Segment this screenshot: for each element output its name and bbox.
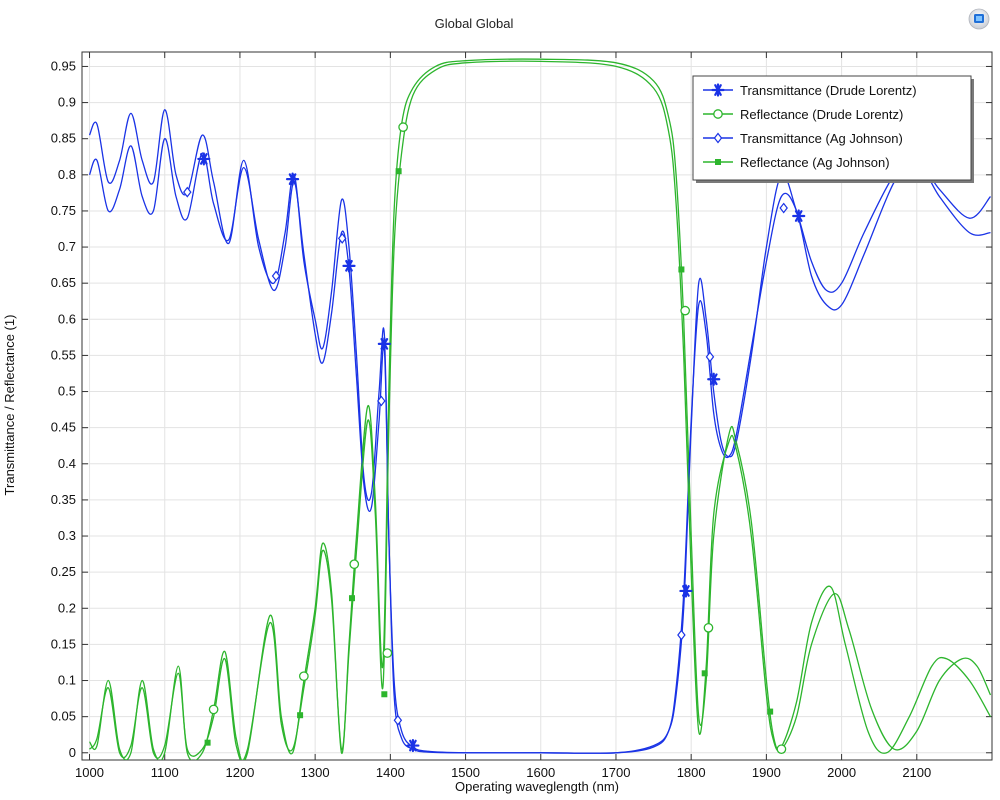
- data-point-marker: [377, 395, 386, 407]
- data-point-marker: [349, 559, 360, 570]
- y-tick-label: 0.5: [58, 384, 76, 399]
- data-point-marker: [680, 305, 691, 316]
- data-point-marker: [767, 708, 774, 715]
- y-tick-label: 0.9: [58, 95, 76, 110]
- comsol-logo-icon[interactable]: [968, 8, 990, 30]
- y-tick-label: 0.95: [51, 58, 76, 73]
- data-point-marker: [197, 152, 211, 166]
- legend-box: [692, 75, 972, 181]
- x-tick-label: 1200: [225, 765, 254, 780]
- x-tick-label: 1300: [301, 765, 330, 780]
- data-point-marker: [183, 186, 192, 198]
- y-tick-label: 0.1: [58, 673, 76, 688]
- data-point-marker: [705, 351, 715, 363]
- data-point-marker: [701, 670, 708, 677]
- chart-title: Global Global: [434, 16, 514, 31]
- y-axis-label: Transmittance / Reflectance (1): [2, 315, 17, 496]
- data-point-marker: [381, 691, 388, 698]
- y-tick-label: 0.4: [58, 456, 76, 471]
- data-point-marker: [703, 622, 714, 633]
- legend-label: Transmittance (Ag Johnson): [740, 131, 903, 146]
- data-point-marker: [348, 595, 355, 602]
- data-point-marker: [406, 738, 420, 753]
- data-point-marker: [678, 266, 685, 273]
- y-tick-label: 0: [69, 745, 76, 760]
- x-tick-label: 1800: [677, 765, 706, 780]
- data-point-marker: [776, 744, 787, 755]
- series-line-3: [88, 138, 992, 754]
- data-point-marker: [297, 712, 304, 719]
- y-tick-label: 0.6: [58, 311, 76, 326]
- y-tick-label: 0.35: [51, 492, 76, 507]
- data-point-marker: [204, 739, 211, 746]
- data-point-marker: [342, 259, 356, 273]
- data-point-marker: [299, 671, 309, 682]
- data-point-marker: [271, 270, 281, 282]
- data-point-marker: [395, 168, 402, 175]
- legend-label: Reflectance (Ag Johnson): [740, 155, 890, 170]
- legend-marker: [715, 159, 721, 165]
- data-point-marker: [679, 584, 693, 598]
- x-tick-label: 1400: [376, 765, 405, 780]
- x-tick-label: 1100: [151, 765, 179, 780]
- legend: Transmittance (Drude Lorentz) Reflectance…: [692, 75, 974, 183]
- y-tick-label: 0.8: [58, 167, 76, 182]
- data-point-marker: [792, 209, 806, 223]
- data-point-marker: [393, 714, 403, 726]
- y-tick-label: 0.75: [51, 203, 76, 218]
- y-tick-label: 0.7: [58, 239, 76, 254]
- x-tick-label: 2100: [902, 765, 931, 780]
- y-tick-label: 0.05: [51, 709, 76, 724]
- data-point-marker: [398, 122, 408, 132]
- y-tick-label: 0.25: [51, 564, 76, 579]
- axes: 1000 1100 1200 1300 1400 1500 1600 1700 1800 1900…: [51, 51, 993, 780]
- data-point-marker: [677, 629, 686, 641]
- legend-marker: [711, 83, 725, 97]
- x-tick-label: 1900: [752, 765, 781, 780]
- data-point-marker: [285, 172, 300, 186]
- y-tick-label: 0.15: [51, 636, 76, 651]
- x-tick-label: 1600: [526, 765, 555, 780]
- data-point-marker: [779, 202, 788, 214]
- y-tick-label: 0.45: [51, 420, 76, 435]
- y-tick-label: 0.2: [58, 600, 76, 615]
- data-point-marker: [208, 704, 219, 715]
- plot-frame: [81, 51, 993, 761]
- data-point-marker: [377, 337, 391, 351]
- data-point-marker: [707, 372, 721, 386]
- y-tick-label: 0.55: [51, 347, 76, 362]
- x-tick-label: 1700: [602, 765, 631, 780]
- legend-label: Transmittance (Drude Lorentz): [740, 83, 917, 98]
- x-tick-label: 1000: [75, 765, 104, 780]
- x-axis-label: Operating waveglength (nm): [455, 779, 619, 794]
- y-tick-label: 0.85: [51, 131, 76, 146]
- data-point-marker: [337, 232, 347, 244]
- y-tick-label: 0.65: [51, 275, 76, 290]
- y-tick-label: 0.3: [58, 528, 76, 543]
- data-point-marker: [382, 648, 393, 658]
- legend-marker: [713, 132, 723, 144]
- x-tick-label: 1500: [451, 765, 480, 780]
- x-tick-label: 2000: [827, 765, 856, 780]
- legend-label: Reflectance (Drude Lorentz): [740, 107, 903, 122]
- legend-marker: [713, 109, 723, 119]
- marker-layer: [183, 122, 806, 755]
